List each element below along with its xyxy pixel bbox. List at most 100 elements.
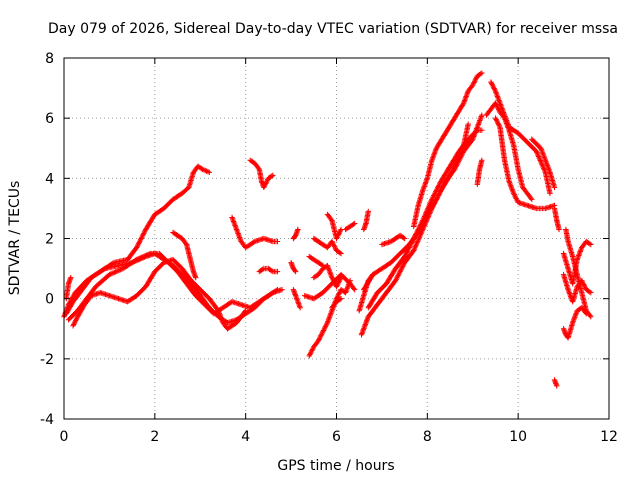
data-point bbox=[582, 284, 588, 290]
data-point bbox=[583, 311, 589, 317]
data-point bbox=[491, 85, 497, 92]
data-point bbox=[337, 250, 343, 256]
data-point bbox=[117, 266, 124, 273]
data-point bbox=[333, 235, 340, 242]
data-point bbox=[403, 249, 410, 256]
chart-title: Day 079 of 2026, Sidereal Day-to-day VTE… bbox=[48, 21, 618, 37]
data-point bbox=[510, 190, 517, 197]
data-point bbox=[329, 276, 336, 282]
data-point bbox=[436, 191, 442, 197]
data-point bbox=[420, 219, 427, 225]
data-point bbox=[453, 162, 460, 169]
data-point bbox=[398, 266, 405, 272]
data-point bbox=[109, 270, 115, 277]
data-point bbox=[135, 240, 142, 247]
data-point bbox=[435, 185, 441, 191]
data-point bbox=[274, 238, 281, 245]
data-point bbox=[140, 231, 146, 238]
data-point bbox=[242, 309, 248, 315]
data-point bbox=[274, 286, 281, 293]
data-point bbox=[137, 255, 144, 261]
data-point bbox=[416, 227, 423, 233]
data-point bbox=[458, 153, 464, 160]
data-point bbox=[336, 230, 342, 237]
data-point bbox=[456, 157, 462, 163]
data-point bbox=[459, 151, 466, 157]
data-point bbox=[459, 152, 465, 158]
data-point bbox=[586, 241, 593, 247]
y-tick-label: 6 bbox=[45, 111, 54, 127]
data-point bbox=[415, 229, 421, 236]
data-point bbox=[581, 283, 588, 289]
data-point bbox=[477, 71, 484, 77]
data-point bbox=[429, 195, 436, 201]
y-tick-label: 0 bbox=[45, 292, 54, 308]
data-point bbox=[492, 115, 499, 121]
data-point bbox=[137, 237, 144, 243]
data-point bbox=[319, 330, 325, 336]
data-point bbox=[436, 190, 443, 196]
data-point bbox=[551, 184, 558, 191]
data-point bbox=[457, 156, 463, 162]
data-point bbox=[369, 273, 375, 279]
data-point bbox=[401, 235, 408, 242]
data-point bbox=[269, 268, 275, 274]
data-point bbox=[472, 77, 479, 83]
data-point bbox=[582, 309, 589, 316]
data-point bbox=[139, 234, 145, 240]
data-point bbox=[319, 262, 325, 268]
data-point bbox=[138, 254, 145, 261]
data-point bbox=[335, 233, 341, 239]
data-point bbox=[337, 228, 344, 234]
data-point bbox=[588, 289, 594, 296]
data-point bbox=[336, 278, 342, 285]
y-axis-ticks: -4 -2 0 2 4 6 8 bbox=[40, 51, 609, 428]
data-point bbox=[479, 127, 485, 133]
data-point bbox=[437, 188, 444, 195]
data-point bbox=[429, 196, 435, 203]
y-tick-label: 4 bbox=[45, 171, 54, 187]
data-point bbox=[432, 190, 438, 196]
data-point bbox=[435, 194, 441, 200]
data-point bbox=[335, 280, 342, 286]
data-point bbox=[529, 196, 535, 203]
data-point bbox=[434, 195, 440, 201]
data-point bbox=[423, 214, 429, 220]
data-point bbox=[394, 275, 400, 281]
data-point bbox=[320, 262, 326, 269]
x-tick-label: 4 bbox=[241, 429, 250, 445]
data-point bbox=[494, 119, 501, 125]
data-point bbox=[307, 350, 314, 356]
data-point bbox=[334, 234, 340, 240]
y-tick-label: -2 bbox=[40, 352, 54, 368]
data-point bbox=[440, 182, 447, 188]
data-point bbox=[146, 251, 152, 257]
data-point bbox=[396, 271, 402, 277]
data-point bbox=[588, 314, 594, 320]
data-point bbox=[141, 230, 147, 237]
data-point bbox=[398, 267, 404, 274]
data-point bbox=[399, 265, 405, 271]
data-point bbox=[401, 253, 408, 260]
data-point bbox=[324, 321, 330, 327]
data-point bbox=[309, 347, 315, 354]
data-point bbox=[392, 277, 399, 284]
data-point bbox=[418, 223, 425, 229]
data-point bbox=[333, 283, 340, 290]
data-point bbox=[328, 216, 334, 222]
data-point bbox=[329, 240, 336, 246]
data-point bbox=[142, 253, 149, 259]
data-point bbox=[338, 274, 344, 281]
data-point bbox=[316, 336, 322, 343]
data-point bbox=[402, 252, 408, 258]
data-point bbox=[488, 79, 494, 85]
data-point bbox=[512, 193, 518, 199]
data-point bbox=[397, 268, 403, 275]
data-point bbox=[322, 325, 328, 331]
data-point bbox=[193, 274, 199, 281]
data-point bbox=[436, 181, 443, 187]
data-point bbox=[107, 271, 114, 277]
data-point bbox=[470, 82, 476, 88]
data-point bbox=[259, 266, 266, 273]
x-axis-ticks: 0 2 4 6 8 10 12 bbox=[60, 58, 618, 445]
